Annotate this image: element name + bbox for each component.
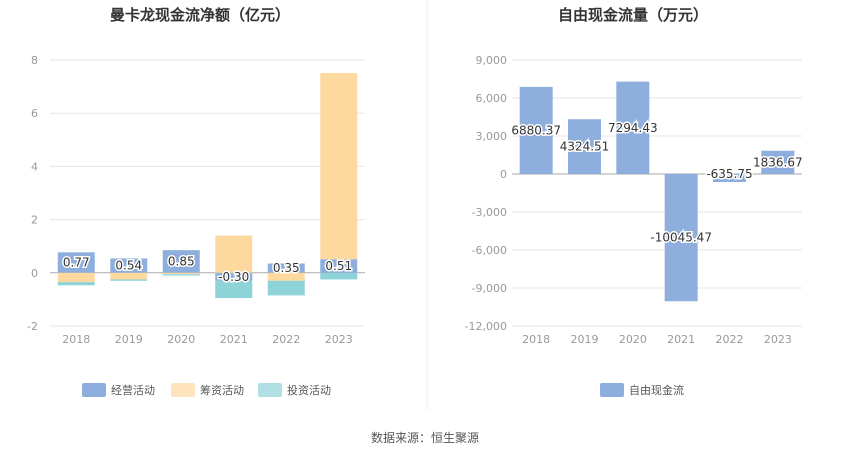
y-tick-label: -12,000 bbox=[465, 320, 507, 333]
legend-item[interactable]: 自由现金流 bbox=[629, 383, 684, 397]
bar-投资活动 bbox=[57, 282, 95, 286]
data-label: 0.35 bbox=[273, 261, 300, 275]
x-tick-label: 2021 bbox=[667, 333, 695, 346]
legend-swatch bbox=[171, 383, 195, 397]
bar-经营活动 bbox=[320, 259, 358, 273]
data-label: 6880.37 bbox=[511, 123, 561, 137]
bar-投资活动 bbox=[267, 280, 305, 296]
free-cashflow-chart: 自由现金流量（万元） 9,000 6,000 3,000 0 -3,000 -6,000 -… bbox=[465, 6, 804, 397]
bar-经营活动 bbox=[267, 263, 305, 273]
bar-投资活动 bbox=[320, 272, 358, 280]
gridlines bbox=[512, 59, 802, 327]
bar-筹资活动 bbox=[57, 272, 95, 283]
bar-筹资活动 bbox=[267, 272, 305, 281]
y-tick-label: 2 bbox=[31, 214, 38, 227]
y-tick-label: -2 bbox=[27, 320, 38, 333]
source-note: 数据来源：恒生聚源 bbox=[371, 430, 479, 445]
y-tick-label: 0 bbox=[500, 168, 507, 181]
x-tick-label: 2018 bbox=[522, 333, 550, 346]
x-axis-ticks: 2018 2019 2020 2021 2022 2023 bbox=[522, 333, 792, 346]
bar-经营活动 bbox=[215, 272, 253, 281]
x-tick-label: 2020 bbox=[167, 333, 195, 346]
y-tick-label: -3,000 bbox=[472, 206, 507, 219]
legend: 经营活动 筹资活动 投资活动 bbox=[82, 383, 331, 397]
x-tick-label: 2021 bbox=[220, 333, 248, 346]
bar-自由现金流 bbox=[568, 119, 601, 174]
x-tick-label: 2018 bbox=[62, 333, 90, 346]
bar-投资活动 bbox=[215, 280, 253, 299]
bar-自由现金流 bbox=[761, 150, 795, 174]
bar-筹资活动 bbox=[110, 272, 148, 280]
data-label: -10045.47 bbox=[650, 231, 712, 245]
x-tick-label: 2022 bbox=[272, 333, 300, 346]
legend-item[interactable]: 经营活动 bbox=[111, 383, 155, 397]
x-axis-ticks: 2018 2019 2020 2021 2022 2023 bbox=[62, 333, 353, 346]
x-tick-label: 2019 bbox=[571, 333, 599, 346]
y-tick-label: 0 bbox=[31, 267, 38, 280]
bars bbox=[57, 73, 358, 299]
legend: 自由现金流 bbox=[600, 383, 684, 397]
legend-item[interactable]: 筹资活动 bbox=[200, 383, 244, 397]
bar-经营活动 bbox=[110, 258, 148, 273]
data-label: -0.30 bbox=[218, 270, 249, 284]
data-label: 1836.67 bbox=[753, 155, 803, 169]
bar-筹资活动 bbox=[320, 73, 358, 260]
cashflow-net-chart: 曼卡龙现金流净额（亿元） 8 6 4 2 0 -2 2018 2019 2020 2021 202… bbox=[27, 6, 365, 397]
bar-自由现金流 bbox=[616, 81, 650, 174]
y-axis-ticks: 8 6 4 2 0 -2 bbox=[27, 54, 38, 333]
bars bbox=[519, 81, 795, 302]
y-tick-label: 4 bbox=[31, 160, 38, 173]
data-label: 0.51 bbox=[325, 259, 352, 273]
y-tick-label: 3,000 bbox=[476, 130, 508, 143]
x-tick-label: 2019 bbox=[115, 333, 143, 346]
y-tick-label: 6,000 bbox=[476, 92, 508, 105]
bar-投资活动 bbox=[110, 279, 148, 281]
data-labels: 0.77 0.54 0.85 -0.30 0.35 0.51 bbox=[61, 253, 353, 285]
bar-筹资活动 bbox=[162, 272, 200, 275]
y-tick-label: 8 bbox=[31, 54, 38, 67]
bar-自由现金流 bbox=[664, 174, 698, 302]
y-tick-label: 9,000 bbox=[476, 54, 508, 67]
y-tick-label: -6,000 bbox=[472, 244, 507, 257]
y-tick-label: -9,000 bbox=[472, 282, 507, 295]
data-labels: 6880.37 4324.51 7294.43 -10045.47 -635.75183… bbox=[510, 119, 804, 246]
data-label: 0.77 bbox=[63, 256, 90, 270]
x-tick-label: 2022 bbox=[716, 333, 744, 346]
data-label: -635.75 bbox=[706, 167, 752, 181]
gridlines bbox=[50, 59, 365, 327]
x-tick-label: 2023 bbox=[764, 333, 792, 346]
x-tick-label: 2020 bbox=[619, 333, 647, 346]
data-label: 0.54 bbox=[115, 259, 142, 273]
bar-自由现金流 bbox=[713, 174, 746, 183]
y-axis-ticks: 9,000 6,000 3,000 0 -3,000 -6,000 -9,000 -12,00… bbox=[465, 54, 507, 333]
y-tick-label: 6 bbox=[31, 107, 38, 120]
data-label: 7294.43 bbox=[608, 121, 658, 135]
bar-筹资活动 bbox=[215, 235, 253, 273]
legend-swatch bbox=[82, 383, 106, 397]
data-label: 4324.51 bbox=[560, 140, 610, 154]
bar-自由现金流 bbox=[519, 86, 553, 174]
bar-经营活动 bbox=[57, 252, 95, 273]
chart-title-cashflow: 曼卡龙现金流净额（亿元） bbox=[110, 6, 290, 24]
bar-投资活动 bbox=[162, 274, 200, 276]
bar-经营活动 bbox=[162, 250, 200, 273]
x-tick-label: 2023 bbox=[325, 333, 353, 346]
legend-item[interactable]: 投资活动 bbox=[287, 383, 331, 397]
legend-swatch bbox=[600, 383, 624, 397]
data-label: 0.85 bbox=[168, 254, 195, 268]
chart-title-free-cashflow: 自由现金流量（万元） bbox=[558, 6, 708, 24]
legend-swatch bbox=[258, 383, 282, 397]
